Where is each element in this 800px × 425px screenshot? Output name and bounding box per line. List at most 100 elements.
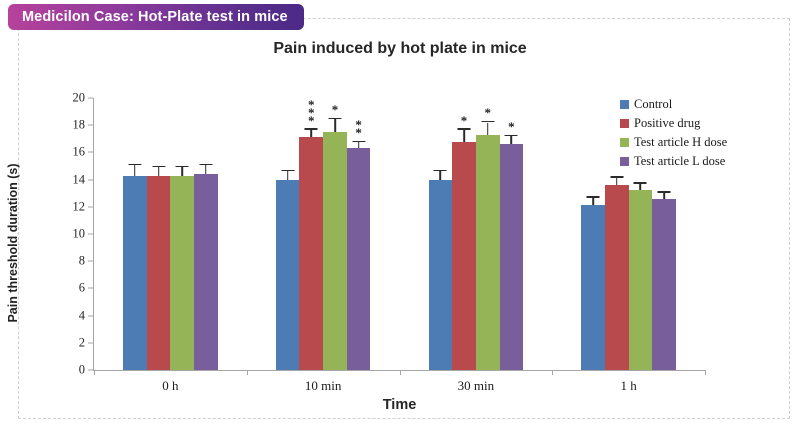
- legend-item[interactable]: Test article L dose: [620, 153, 795, 169]
- bar[interactable]: [604, 185, 629, 370]
- significance-marker: *: [484, 105, 491, 121]
- bar[interactable]: [452, 141, 476, 370]
- asterisk: *: [308, 96, 315, 112]
- legend-label: Test article H dose: [634, 134, 728, 149]
- bar-cell[interactable]: [194, 98, 218, 370]
- y-tick-label: 20: [72, 90, 86, 105]
- bar[interactable]: [428, 179, 453, 370]
- legend-item[interactable]: Positive drug: [620, 115, 795, 131]
- legend-swatch-icon: [620, 99, 629, 109]
- error-bar-cap: [657, 190, 671, 193]
- y-tick-mark: [88, 315, 93, 317]
- x-tick-mark: [94, 370, 95, 375]
- y-tick-mark: [88, 179, 93, 181]
- error-bar-cap: [610, 175, 624, 178]
- asterisk: *: [308, 112, 315, 128]
- y-tick-mark: [88, 124, 93, 126]
- y-tick-label: 8: [78, 253, 85, 268]
- x-tick-label: 0 h: [162, 378, 179, 393]
- bar-cell[interactable]: [628, 98, 653, 370]
- bar[interactable]: [652, 198, 676, 370]
- legend-swatch-icon: [620, 156, 629, 166]
- bar[interactable]: [323, 132, 347, 370]
- bar[interactable]: [123, 175, 147, 370]
- bar-cell[interactable]: [170, 98, 195, 370]
- chart-legend: Control Positive drug Test article H dose T…: [620, 96, 795, 172]
- bar[interactable]: [299, 137, 324, 370]
- error-bar-cap: [128, 163, 142, 166]
- legend-item[interactable]: Test article H dose: [620, 134, 795, 150]
- bar[interactable]: [194, 174, 218, 370]
- y-tick-label: 18: [72, 117, 86, 132]
- error-bar-cap: [633, 182, 647, 184]
- error-bar: [439, 171, 442, 180]
- error-bar: [639, 183, 642, 191]
- bar-group: * * * * * *: [275, 96, 371, 370]
- y-tick-label: 16: [72, 144, 86, 159]
- error-bar-cap: [352, 140, 366, 143]
- bar-group: * * *: [428, 98, 524, 370]
- error-bar: [463, 129, 465, 142]
- error-bar: [592, 197, 594, 206]
- error-bar: [486, 122, 489, 135]
- bar[interactable]: [475, 134, 500, 370]
- x-tick-mark: [552, 370, 554, 375]
- x-tick-label: 10 min: [304, 378, 342, 393]
- bar-cell[interactable]: [275, 98, 300, 370]
- error-bar: [334, 119, 336, 132]
- y-tick-mark: [88, 97, 93, 99]
- legend-item[interactable]: Control: [620, 96, 795, 112]
- y-tick-mark: [88, 342, 93, 344]
- error-bar-cap: [199, 163, 213, 166]
- banner-title: Medicilon Case: Hot-Plate test in mice: [8, 4, 304, 30]
- bar-cell[interactable]: [146, 98, 171, 370]
- bar-cell[interactable]: [123, 98, 147, 370]
- bar-cell[interactable]: [428, 98, 453, 370]
- legend-label: Control: [634, 96, 673, 111]
- legend-label: Test article L dose: [634, 153, 726, 168]
- bar-group-bars: [123, 98, 218, 370]
- bar-cell[interactable]: *: [475, 98, 500, 370]
- bar-cell[interactable]: [581, 98, 605, 370]
- bar-cell[interactable]: * * *: [299, 96, 324, 370]
- x-tick-label: 30 min: [457, 378, 495, 393]
- error-bar: [157, 167, 160, 176]
- error-bar-cap: [281, 169, 295, 172]
- y-tick-mark: [88, 206, 93, 208]
- y-tick-label: 10: [72, 226, 86, 241]
- bar-group: [123, 98, 218, 370]
- bar[interactable]: [346, 148, 371, 370]
- bar[interactable]: [581, 205, 605, 370]
- y-tick-label: 6: [78, 280, 85, 295]
- bar-cell[interactable]: *: [452, 98, 476, 370]
- x-tick-mark: [246, 370, 248, 375]
- bar-group: [581, 98, 676, 370]
- error-bar-cap: [481, 120, 495, 123]
- error-bar-cap: [586, 196, 600, 198]
- bar-cell[interactable]: * *: [346, 98, 371, 370]
- bar-cell[interactable]: [652, 98, 676, 370]
- y-tick-label: 12: [72, 199, 86, 214]
- bar[interactable]: [499, 144, 524, 370]
- legend-swatch-icon: [620, 118, 629, 128]
- bar-cell[interactable]: *: [323, 98, 347, 370]
- y-axis-ticks: 20 18 16 14 12 10 8 6 4 2 0: [57, 91, 86, 377]
- y-tick-mark: [88, 233, 93, 235]
- x-tick-label: 1 h: [620, 378, 637, 393]
- bar[interactable]: [170, 175, 195, 370]
- error-bar: [615, 177, 618, 186]
- bar-group-bars: [581, 98, 676, 370]
- error-bar-cap: [175, 165, 189, 168]
- error-bar: [357, 142, 360, 149]
- y-tick-label: 4: [78, 308, 85, 323]
- asterisk: *: [484, 105, 491, 121]
- asterisk: *: [308, 104, 315, 120]
- bar[interactable]: [628, 190, 653, 370]
- bar-cell[interactable]: *: [499, 98, 524, 370]
- bar[interactable]: [275, 179, 300, 370]
- bar-cell[interactable]: [604, 98, 629, 370]
- y-tick-mark: [88, 287, 93, 289]
- bar[interactable]: [146, 175, 171, 370]
- error-bar-cap: [304, 128, 318, 130]
